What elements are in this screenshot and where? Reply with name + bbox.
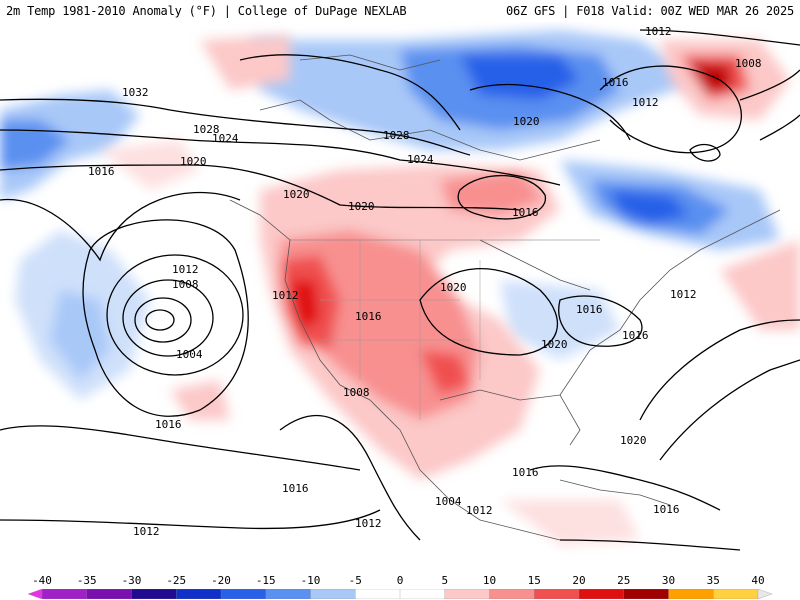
colorbar-tick-label: -10: [300, 574, 321, 587]
colorbar: [28, 589, 772, 599]
colorbar-tick-label: -20: [211, 574, 231, 587]
isobar-label: 1016: [88, 165, 115, 178]
colorbar-swatch: [176, 589, 222, 599]
isobar-label: 1020: [541, 338, 568, 351]
model-run-info: 06Z GFS | F018 Valid: 00Z WED MAR 26 202…: [505, 4, 794, 18]
header: 2m Temp 1981-2010 Anomaly (°F) | College…: [0, 0, 800, 22]
colorbar-tick-label: 40: [751, 574, 765, 587]
colorbar-tick-label: -25: [166, 574, 187, 587]
colorbar-tick-label: 15: [527, 574, 541, 587]
isobar-label: 1012: [172, 263, 199, 276]
colorbar-swatch: [310, 589, 356, 599]
isobar-label: 1016: [355, 310, 382, 323]
colorbar-tick-label: -15: [255, 574, 276, 587]
warm-anomaly-shading: [100, 35, 800, 545]
isobar-label: 1016: [155, 418, 182, 431]
isobar-label: 1004: [435, 495, 462, 508]
colorbar-swatch: [86, 589, 133, 599]
isobar-label: 1016: [653, 503, 680, 516]
colorbar-swatch: [489, 589, 535, 599]
colorbar-swatch: [578, 589, 625, 599]
colorbar-swatch: [668, 589, 714, 599]
colorbar-tick-label: -40: [32, 574, 52, 587]
colorbar-tick-label: 25: [617, 574, 631, 587]
colorbar-swatch: [399, 589, 446, 599]
colorbar-swatch: [28, 589, 43, 599]
map-title: 2m Temp 1981-2010 Anomaly (°F) | College…: [6, 4, 407, 18]
isobar-label: 1012: [272, 289, 299, 302]
colorbar-swatch: [220, 589, 267, 599]
colorbar-swatch: [444, 589, 491, 599]
colorbar-swatch: [131, 589, 177, 599]
isobar-label: 1012: [632, 96, 659, 109]
isobar-label: 1024: [407, 153, 434, 166]
isobar-label: 1016: [512, 466, 539, 479]
isobar-label: 1012: [133, 525, 160, 538]
colorbar-tick-label: -35: [76, 574, 97, 587]
colorbar-swatch: [757, 589, 772, 599]
isobar-label: 1016: [576, 303, 603, 316]
colorbar-swatch: [623, 589, 670, 599]
isobar-label: 1020: [283, 188, 310, 201]
colorbar-tick-label: 10: [482, 574, 497, 587]
colorbar-swatch: [41, 589, 88, 599]
colorbar-tick-label: -30: [121, 574, 142, 587]
isobar-label: 1020: [180, 155, 207, 168]
cold-anomaly-shading: [0, 30, 780, 400]
isobar-label: 1012: [670, 288, 697, 301]
isobar-label: 1020: [513, 115, 540, 128]
isobar-label: 1008: [343, 386, 370, 399]
colorbar-swatch: [355, 589, 401, 599]
isobar-label: 1008: [172, 278, 199, 291]
isobar-label: 1016: [622, 329, 649, 342]
isobar-label: 1028: [383, 129, 410, 142]
colorbar-tick-label: 35: [706, 574, 720, 587]
isobar-label: 1016: [282, 482, 309, 495]
anomaly-map: 1012 1008 1016 1012 1032 1028 1024 1020 …: [0, 25, 800, 551]
isobar-label: 1008: [735, 57, 762, 70]
colorbar-tick-label: 0: [396, 574, 404, 587]
colorbar-tick-label: 20: [572, 574, 586, 587]
isobar-labels: 1012 1008 1016 1012 1032 1028 1024 1020 …: [88, 25, 762, 538]
colorbar-tick-label: 30: [661, 574, 676, 587]
colorbar-tick-label: 5: [441, 574, 449, 587]
isobar-label: 1016: [602, 76, 629, 89]
colorbar-swatch: [713, 589, 759, 599]
isobar-label: 1016: [512, 206, 539, 219]
colorbar-swatch: [265, 589, 312, 599]
isobar-label: 1028: [193, 123, 220, 136]
colorbar-swatch: [534, 589, 580, 599]
isobar-label: 1012: [645, 25, 672, 38]
isobar-label: 1012: [466, 504, 493, 517]
isobar-label: 1020: [348, 200, 375, 213]
isobars: [0, 29, 800, 551]
isobar-label: 1020: [620, 434, 647, 447]
colorbar-tick-labels: -40 -35 -30 -25 -20 -15 -10 -5 0 5 10 15 20 25 30 35 40: [0, 573, 800, 587]
colorbar-tick-label: -5: [348, 574, 362, 587]
isobar-label: 1020: [440, 281, 467, 294]
isobar-label: 1004: [176, 348, 203, 361]
isobar-label: 1012: [355, 517, 382, 530]
isobar-label: 1024: [212, 132, 239, 145]
colorbar-legend: -40 -35 -30 -25 -20 -15 -10 -5 0 5 10 15 20 25 30 35 40: [0, 573, 800, 600]
isobar-label: 1032: [122, 86, 149, 99]
